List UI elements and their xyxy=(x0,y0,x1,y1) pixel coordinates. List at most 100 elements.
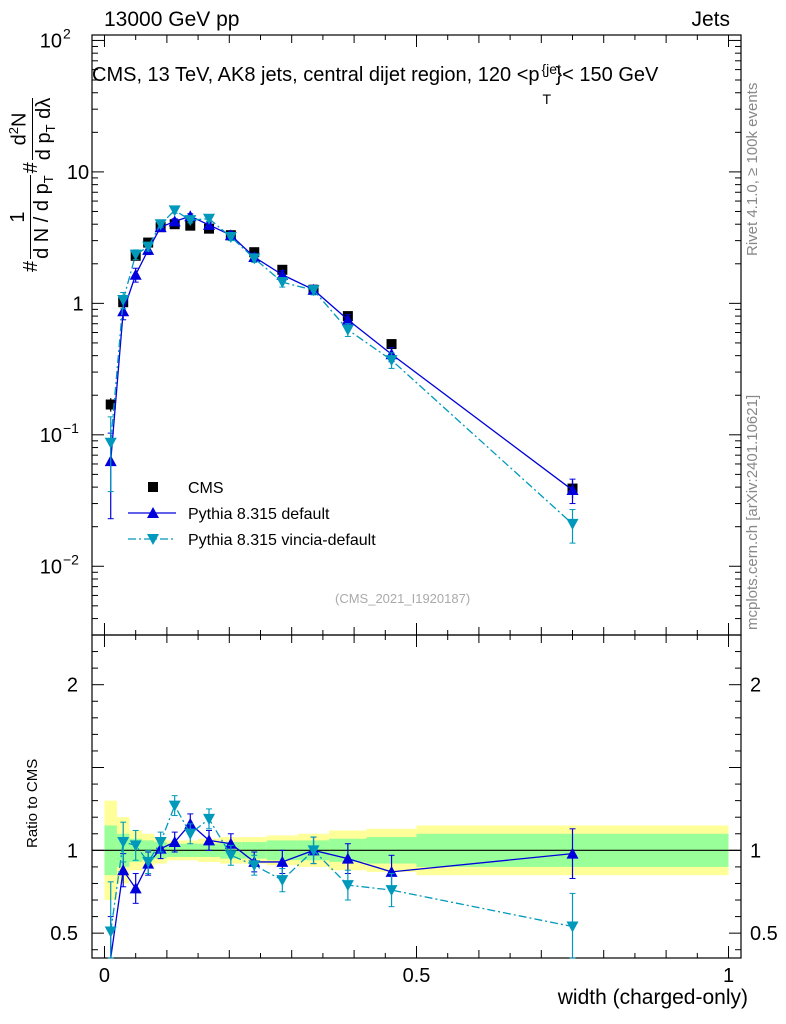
data-point xyxy=(168,205,181,217)
data-point xyxy=(142,241,155,253)
ratio-point xyxy=(142,856,155,868)
ratio-point xyxy=(248,860,261,872)
ratio-point xyxy=(224,850,237,862)
ratio-tick-label-right: 2 xyxy=(750,675,761,697)
ylabel-dp: d p xyxy=(32,132,55,161)
ratio-point xyxy=(385,885,398,897)
ratio-point xyxy=(276,875,289,887)
x-tick-label: 0.5 xyxy=(403,965,431,987)
ratio-series-2 xyxy=(104,795,579,959)
header-jets-label: Jets xyxy=(691,8,730,31)
data-point xyxy=(129,249,142,261)
rivet-version-label: Rivet 4.1.0, ≥ 100k events xyxy=(744,82,761,256)
ratio-point xyxy=(203,834,216,846)
ratio-point xyxy=(168,800,181,812)
data-point xyxy=(117,305,130,317)
x-ticks: 0 0.5 1 xyxy=(99,35,734,987)
x-tick-label: 0 xyxy=(99,965,110,987)
legend-marker xyxy=(147,507,159,518)
ylabel-dlambda: dλ xyxy=(32,97,55,119)
series-line xyxy=(110,215,573,491)
y-tick-label: 10 xyxy=(40,30,62,52)
data-point xyxy=(117,295,130,307)
ylabel-d: d xyxy=(8,134,31,146)
ratio-point xyxy=(203,813,216,825)
data-point xyxy=(386,339,397,350)
data-point xyxy=(184,215,197,227)
ratio-point xyxy=(184,828,197,840)
header-energy-label: 13000 GeV pp xyxy=(104,8,240,31)
ylabel-dp-sub: T xyxy=(42,124,58,133)
ratio-point xyxy=(104,926,117,938)
ylabel-hash2: # xyxy=(20,162,43,174)
ratio-point xyxy=(341,852,354,864)
data-point xyxy=(276,268,289,280)
x-tick-label: 1 xyxy=(723,965,734,987)
x-axis-label: width (charged-only) xyxy=(557,986,748,1009)
series-0 xyxy=(105,219,578,499)
ratio-point xyxy=(154,837,167,849)
data-point xyxy=(341,324,354,336)
ratio-point xyxy=(168,836,181,848)
ratio-tick-label-right: 1 xyxy=(750,840,761,862)
ratio-point xyxy=(385,865,398,877)
legend-label: Pythia 8.315 vincia-default xyxy=(188,532,376,549)
ratio-point xyxy=(129,840,142,852)
ratio-plot-frame xyxy=(91,634,742,959)
data-point xyxy=(105,399,116,410)
mcplots-label: mcplots.cern.ch [arXiv:2401.10621] xyxy=(744,394,761,630)
data-point xyxy=(129,268,142,280)
ratio-point xyxy=(566,847,579,859)
legend-marker xyxy=(148,482,158,492)
legend: CMS Pythia 8.315 default Pythia 8.315 vinc… xyxy=(128,480,376,549)
ratio-tick-label-left: 1 xyxy=(67,840,78,862)
chart-title: CMS, 13 TeV, AK8 jets, central dijet reg… xyxy=(92,61,659,107)
ratio-point xyxy=(307,845,320,857)
series-line xyxy=(110,209,573,525)
data-point xyxy=(203,213,216,225)
analysis-watermark: (CMS_2021_I1920187) xyxy=(335,591,471,606)
ratio-point xyxy=(341,880,354,892)
data-point xyxy=(154,219,167,231)
data-point xyxy=(341,313,354,325)
ratio-tick-label-left: 2 xyxy=(67,675,78,697)
data-point xyxy=(276,277,289,289)
ratio-tick-label-left: 0.5 xyxy=(50,923,78,945)
title-subscript: T xyxy=(542,91,552,107)
y-tick-label: 1 xyxy=(72,293,83,315)
legend-label: CMS xyxy=(188,480,224,497)
data-point xyxy=(248,253,261,265)
y-axis-label: #1 d N / d pT # d2N d pT dλ xyxy=(6,96,58,272)
title-main: CMS, 13 TeV, AK8 jets, central dijet reg… xyxy=(92,64,540,86)
y-ticks-ratio: 2 2 1 1 0.5 0.5 xyxy=(50,651,778,951)
ylabel-hash1: # xyxy=(20,260,43,272)
data-point xyxy=(566,484,579,496)
data-point xyxy=(168,215,181,227)
y-tick-exponent: −2 xyxy=(63,551,79,567)
data-point xyxy=(385,355,398,367)
y-tick-label: 10 xyxy=(67,162,89,184)
y-tick-label: 10 xyxy=(40,556,62,578)
ylabel-sq: 2 xyxy=(6,127,21,135)
ylabel-denom: d N / d p xyxy=(31,183,54,259)
ratio-y-axis-label: Ratio to CMS xyxy=(24,758,41,848)
data-point xyxy=(104,437,117,449)
title-tail: }< 150 GeV xyxy=(555,64,659,86)
ratio-point xyxy=(117,864,130,876)
series-2 xyxy=(104,205,579,544)
ratio-point xyxy=(129,882,142,894)
ratio-point xyxy=(566,921,579,933)
series-1 xyxy=(104,210,579,520)
ylabel-denom-sub: T xyxy=(41,175,57,184)
ratio-point xyxy=(276,855,289,867)
data-point xyxy=(224,231,237,243)
ylabel-numerator: 1 xyxy=(7,175,32,259)
data-point xyxy=(566,518,579,530)
legend-label: Pythia 8.315 default xyxy=(188,506,330,523)
ratio-point xyxy=(224,837,237,849)
title-superscript: {jet xyxy=(541,61,561,77)
y-tick-exponent: 2 xyxy=(63,25,71,41)
legend-marker xyxy=(147,534,159,545)
